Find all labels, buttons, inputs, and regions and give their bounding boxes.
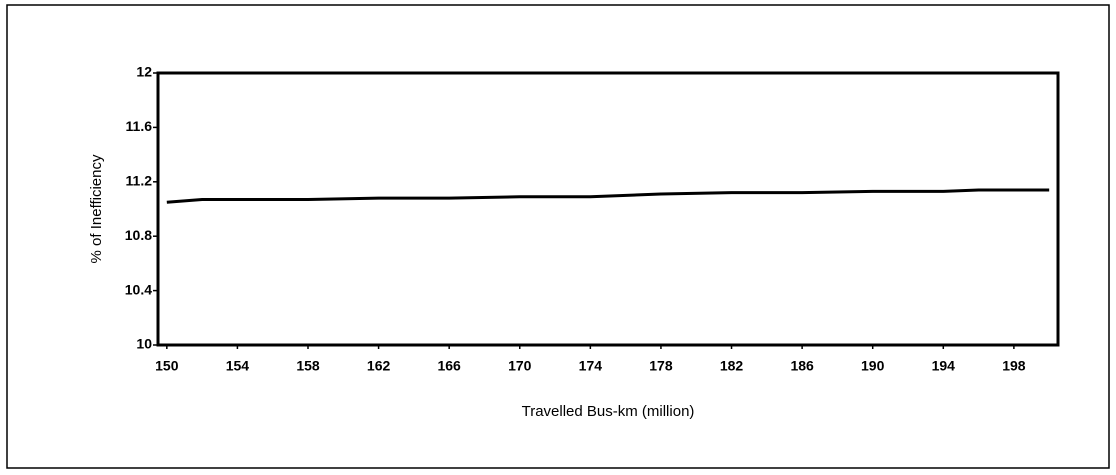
x-tick-label: 170 [508,358,532,374]
y-axis-title: % of Inefficiency [88,154,105,263]
plot-area [156,71,1060,347]
y-tick-label: 11.6 [126,118,153,134]
x-tick-label: 158 [296,358,320,374]
x-tick-label: 162 [367,358,391,374]
y-tick-label: 12 [136,64,152,80]
x-tick-label: 178 [649,358,673,374]
x-tick-label: 194 [932,358,956,374]
y-tick-label: 10.8 [125,227,152,243]
x-tick-label: 154 [226,358,250,374]
y-tick-label: 10.4 [125,281,152,297]
x-tick-label: 198 [1002,358,1026,374]
data-line [166,188,1050,204]
x-tick-label: 174 [579,358,603,374]
x-tick-label: 166 [437,358,461,374]
x-axis-title: Travelled Bus-km (million) [522,403,695,420]
x-tick-label: 182 [720,358,744,374]
x-tick-label: 150 [155,358,179,374]
y-tick-label: 11.2 [126,173,153,189]
y-tick-label: 10 [136,336,152,352]
x-tick-label: 186 [790,358,814,374]
x-tick-label: 190 [861,358,885,374]
